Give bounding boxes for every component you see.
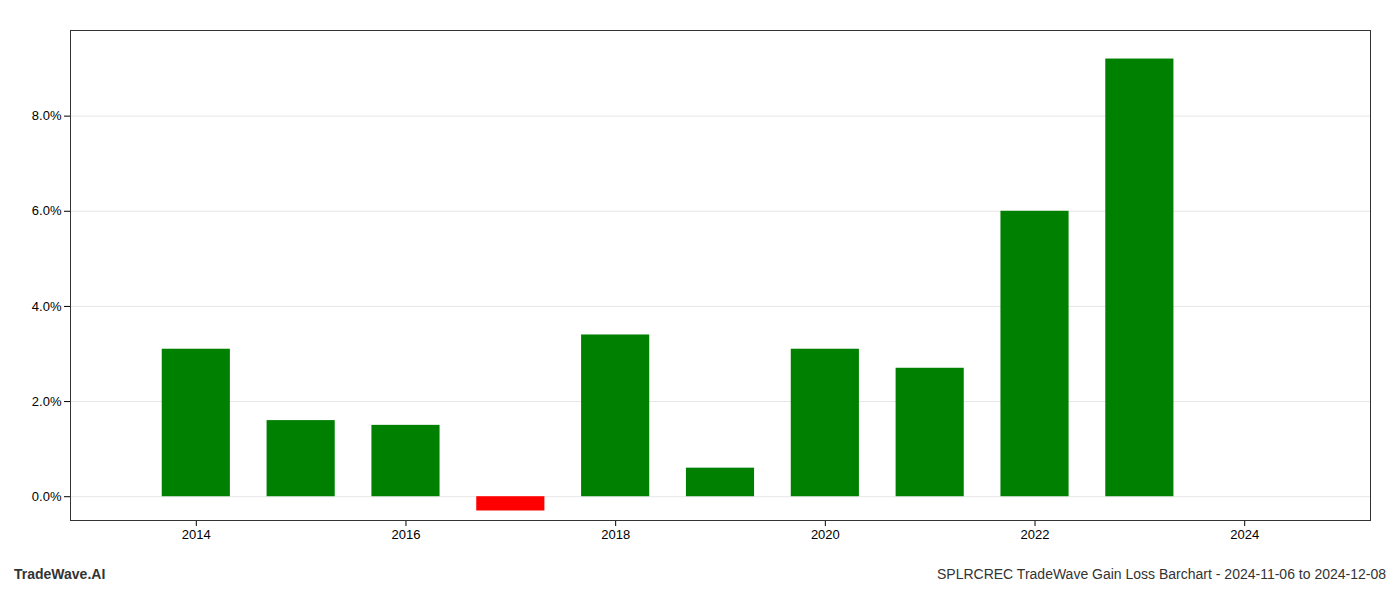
svg-text:2024: 2024 xyxy=(1230,527,1259,542)
svg-text:2020: 2020 xyxy=(811,527,840,542)
html-text:SPLRCREC TradeWave Gain Loss B: SPLRCREC TradeWave Gain Loss Barchart - … xyxy=(937,566,1386,582)
svg-text:2022: 2022 xyxy=(1021,527,1050,542)
svg-text:2.0%: 2.0% xyxy=(32,394,62,409)
svg-text:0.0%: 0.0% xyxy=(32,489,62,504)
svg-text:8.0%: 8.0% xyxy=(32,108,62,123)
svg-text:2014: 2014 xyxy=(182,527,211,542)
svg-text:4.0%: 4.0% xyxy=(32,299,62,314)
svg-text:2018: 2018 xyxy=(601,527,630,542)
html-text:TradeWave.AI: TradeWave.AI xyxy=(14,566,106,582)
svg-text:2016: 2016 xyxy=(392,527,421,542)
svg-text:6.0%: 6.0% xyxy=(32,203,62,218)
